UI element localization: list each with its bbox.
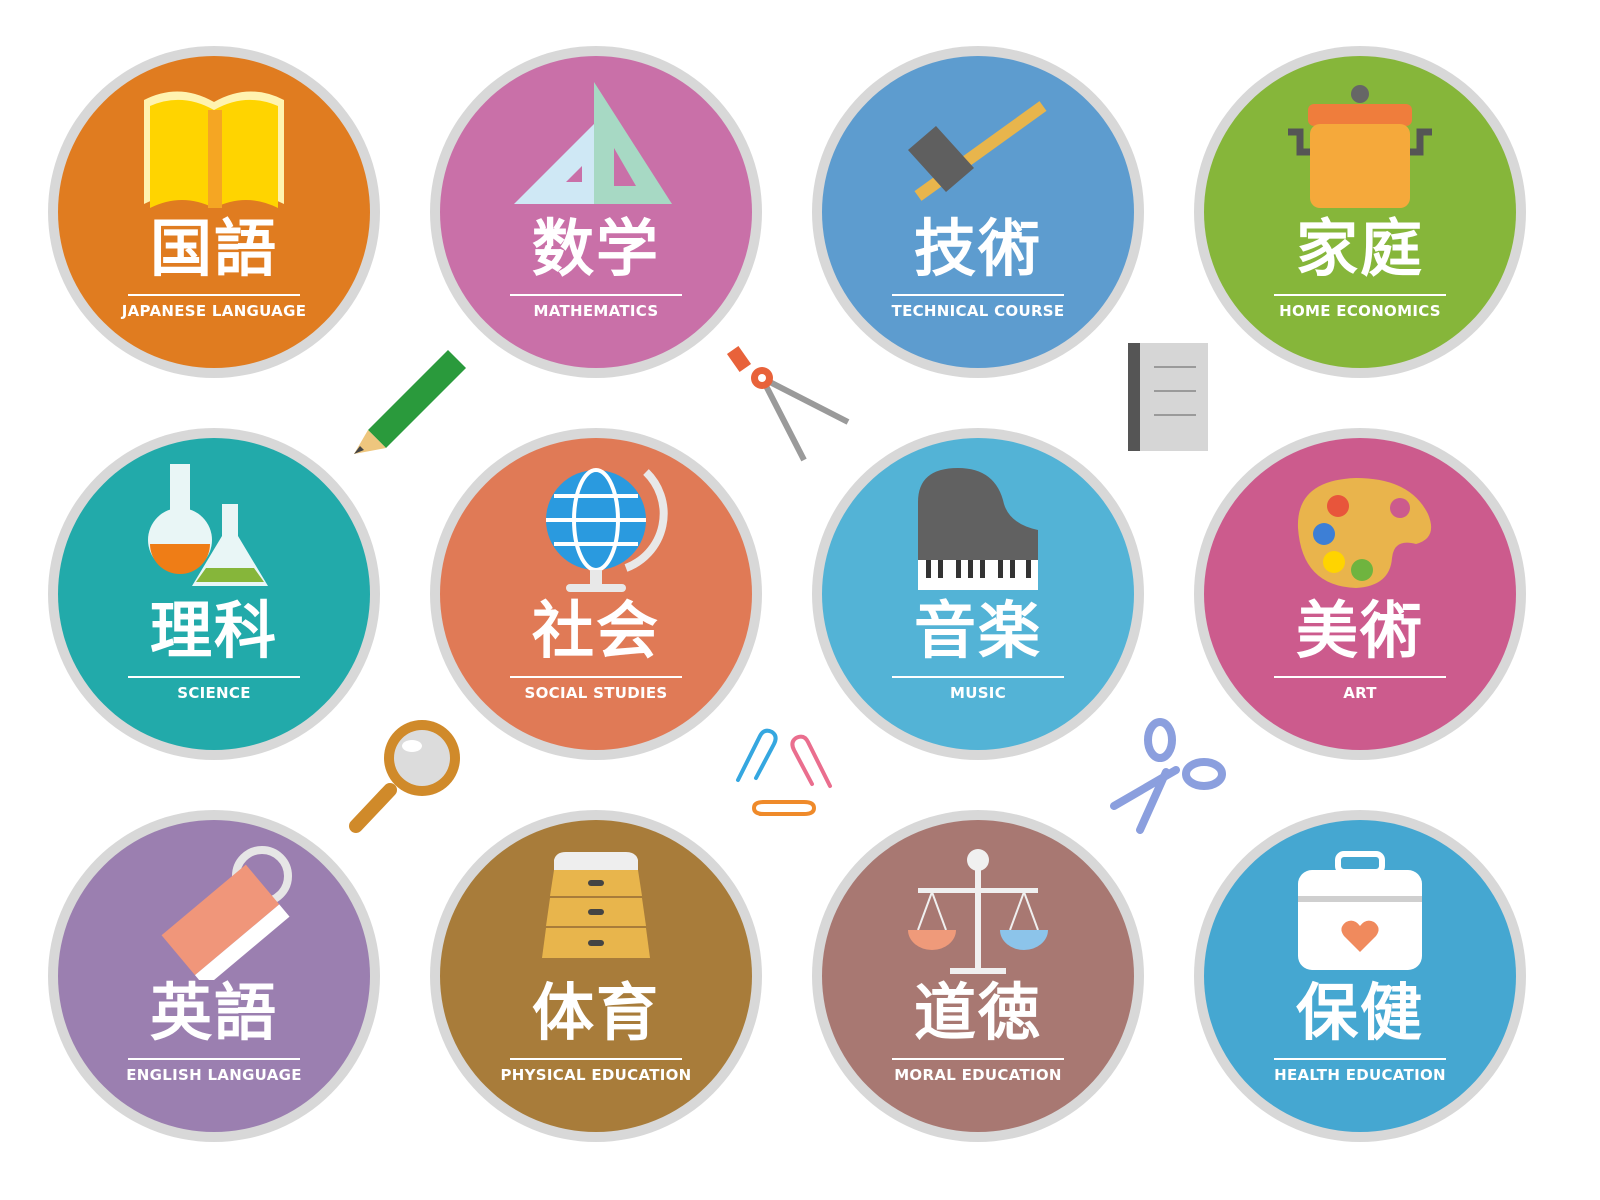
- badge-art[interactable]: 美術 ART: [1194, 428, 1526, 760]
- badge-music[interactable]: 音楽 MUSIC: [812, 428, 1144, 760]
- notebook-icon: [1128, 343, 1208, 451]
- divider: [128, 1058, 300, 1060]
- divider: [1274, 676, 1446, 678]
- vaulting-box-icon: [542, 852, 650, 958]
- flask-icon: [148, 464, 268, 586]
- subject-kanji: 美術: [1295, 594, 1424, 667]
- scales-icon: [908, 849, 1048, 974]
- piano-icon: [918, 468, 1038, 590]
- subject-english: PHYSICAL EDUCATION: [500, 1066, 692, 1084]
- subject-kanji: 道徳: [913, 976, 1042, 1049]
- subject-english: JAPANESE LANGUAGE: [121, 302, 307, 320]
- badge-japanese-language[interactable]: 国語 JAPANESE LANGUAGE: [48, 46, 380, 378]
- subject-english: MUSIC: [950, 684, 1006, 702]
- badge-health-education[interactable]: 保健 HEALTH EDUCATION: [1194, 810, 1526, 1142]
- badge-moral-education[interactable]: 道徳 MORAL EDUCATION: [812, 810, 1144, 1142]
- subject-english: TECHNICAL COURSE: [891, 302, 1065, 320]
- badge-english-language[interactable]: 英語 ENGLISH LANGUAGE: [48, 810, 380, 1142]
- subject-kanji: 技術: [913, 212, 1042, 285]
- subject-english: ART: [1343, 684, 1377, 702]
- subject-english: SCIENCE: [177, 684, 251, 702]
- divider: [510, 1058, 682, 1060]
- pencil-icon: [354, 350, 466, 454]
- badge-physical-education[interactable]: 体育 PHYSICAL EDUCATION: [430, 810, 762, 1142]
- subject-english: MATHEMATICS: [533, 302, 659, 320]
- set-square-icon: [514, 82, 672, 204]
- subject-kanji: 音楽: [913, 594, 1042, 667]
- book-icon: [144, 91, 284, 208]
- pot-icon: [1288, 85, 1432, 208]
- badge-social-studies[interactable]: 社会 SOCIAL STUDIES: [430, 428, 762, 760]
- badge-technical-course[interactable]: 技術 TECHNICAL COURSE: [812, 46, 1144, 378]
- divider: [128, 676, 300, 678]
- globe-icon: [546, 468, 668, 592]
- subject-kanji: 国語: [149, 212, 278, 285]
- badge-science[interactable]: 理科 SCIENCE: [48, 428, 380, 760]
- palette-icon: [1297, 478, 1432, 588]
- subject-kanji: 理科: [149, 594, 278, 667]
- subject-kanji: 家庭: [1295, 212, 1424, 285]
- subject-kanji: 体育: [531, 976, 660, 1049]
- compass-icon: [726, 345, 850, 462]
- first-aid-box-icon: [1298, 851, 1422, 970]
- magnifier-icon: [349, 720, 460, 833]
- subject-english: ENGLISH LANGUAGE: [126, 1066, 302, 1084]
- scissors-icon: [1110, 718, 1226, 834]
- subject-english: HEALTH EDUCATION: [1274, 1066, 1446, 1084]
- divider: [892, 1058, 1064, 1060]
- divider: [510, 676, 682, 678]
- hammer-icon: [908, 101, 1047, 201]
- subject-kanji: 数学: [531, 212, 660, 285]
- paperclip-icon: [736, 728, 832, 816]
- word-card-icon: [161, 846, 292, 980]
- subject-english: HOME ECONOMICS: [1279, 302, 1441, 320]
- divider: [1274, 294, 1446, 296]
- subject-kanji: 社会: [531, 594, 660, 667]
- badge-mathematics[interactable]: 数学 MATHEMATICS: [430, 46, 762, 378]
- divider: [128, 294, 300, 296]
- subject-kanji: 保健: [1295, 976, 1424, 1049]
- subject-kanji: 英語: [149, 976, 278, 1049]
- divider: [892, 676, 1064, 678]
- subject-english: SOCIAL STUDIES: [524, 684, 668, 702]
- subject-english: MORAL EDUCATION: [894, 1066, 1062, 1084]
- badge-home-economics[interactable]: 家庭 HOME ECONOMICS: [1194, 46, 1526, 378]
- divider: [892, 294, 1064, 296]
- divider: [1274, 1058, 1446, 1060]
- divider: [510, 294, 682, 296]
